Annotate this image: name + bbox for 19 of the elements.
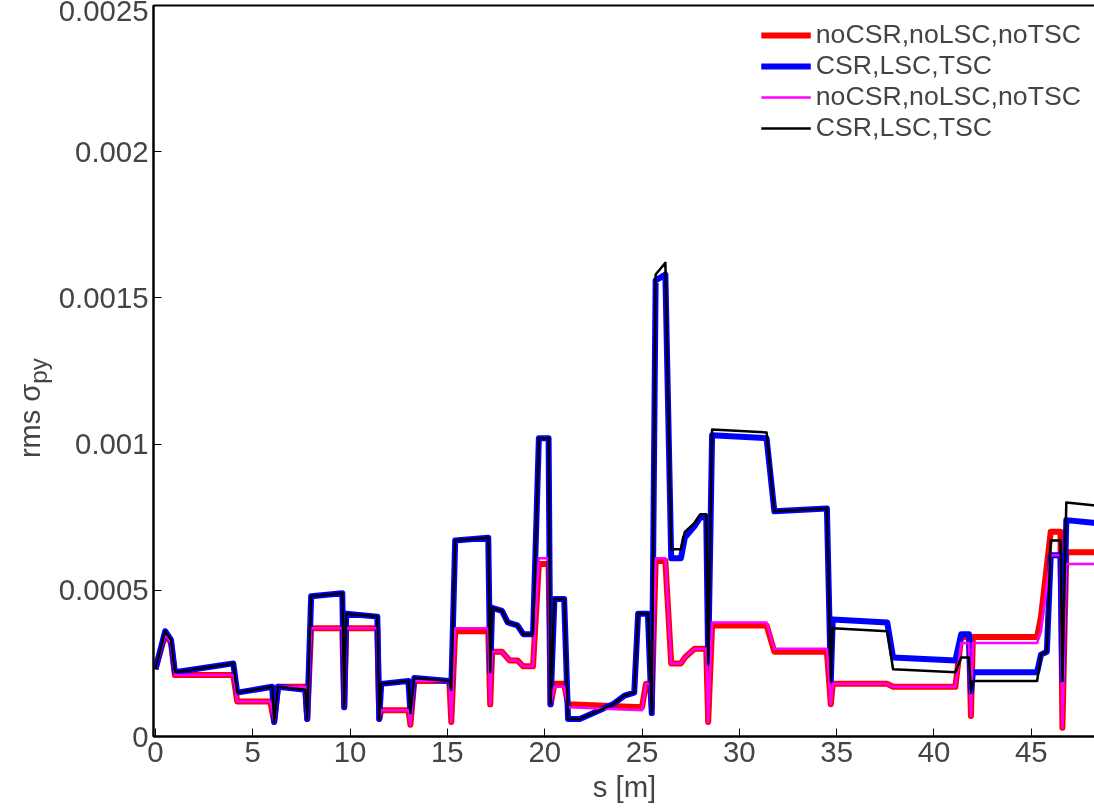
y-tick-label: 0.002 — [75, 134, 149, 168]
legend-label: CSR,LSC,TSC — [815, 50, 993, 81]
x-tick-label: 35 — [820, 734, 853, 768]
x-tick-label: 15 — [431, 734, 464, 768]
x-tick-label: 5 — [244, 734, 261, 768]
legend-label: CSR,LSC,TSC — [815, 112, 993, 143]
legend-label: noCSR,noLSC,noTSC — [815, 81, 1081, 112]
y-tick-label: 0.0005 — [58, 573, 149, 607]
x-tick-label: 40 — [917, 734, 951, 768]
x-tick-label: 30 — [723, 734, 756, 768]
y-tick-label: 0.0025 — [58, 0, 149, 27]
y-tick-label: 0.001 — [75, 427, 149, 461]
x-axis-title: s [m] — [592, 769, 657, 803]
x-tick-label: 20 — [528, 734, 562, 768]
x-tick-label: 10 — [333, 734, 367, 768]
x-tick-label: 25 — [625, 734, 659, 768]
y-tick-label: 0.0015 — [58, 280, 149, 314]
legend-label: noCSR,noLSC,noTSC — [815, 19, 1081, 50]
x-tick-label: 45 — [1014, 734, 1048, 768]
